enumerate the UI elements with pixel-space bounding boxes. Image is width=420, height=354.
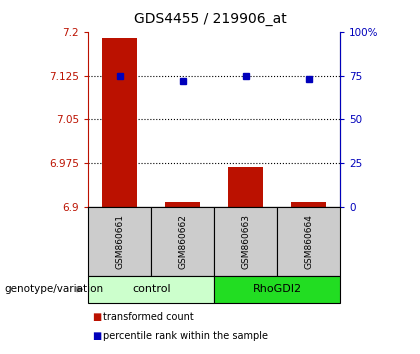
Text: GSM860663: GSM860663 — [241, 214, 250, 269]
Text: percentile rank within the sample: percentile rank within the sample — [103, 331, 268, 341]
Text: GSM860662: GSM860662 — [178, 214, 187, 269]
Text: ■: ■ — [92, 312, 102, 322]
Text: ■: ■ — [92, 331, 102, 341]
Text: genotype/variation: genotype/variation — [4, 284, 103, 295]
Bar — [228, 167, 263, 207]
Text: GSM860664: GSM860664 — [304, 214, 313, 269]
Text: control: control — [132, 284, 171, 295]
Text: transformed count: transformed count — [103, 312, 194, 322]
Text: GSM860661: GSM860661 — [115, 214, 124, 269]
Bar — [165, 202, 200, 207]
Bar — [291, 202, 326, 207]
Text: GDS4455 / 219906_at: GDS4455 / 219906_at — [134, 12, 286, 27]
Bar — [102, 38, 137, 207]
Text: RhoGDI2: RhoGDI2 — [253, 284, 302, 295]
